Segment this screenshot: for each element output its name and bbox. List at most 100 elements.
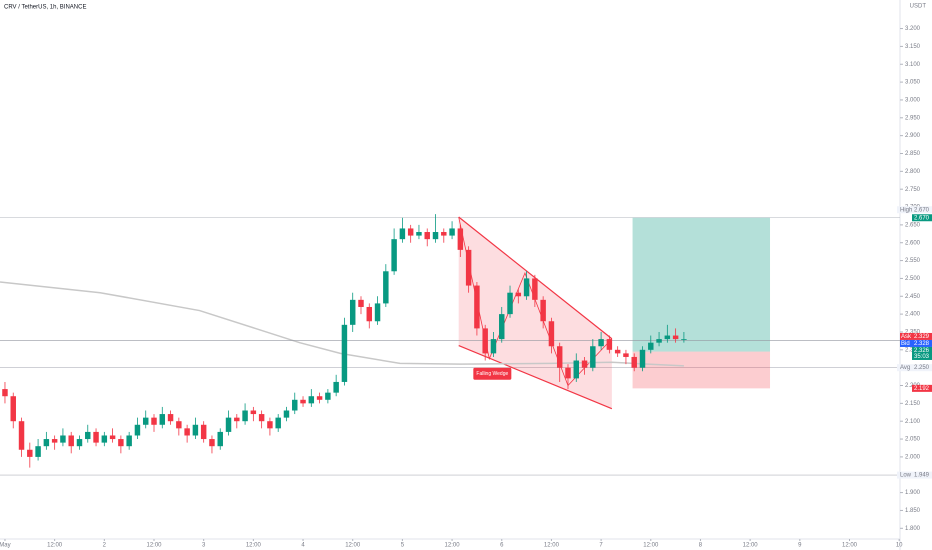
level-tag bbox=[897, 471, 932, 479]
candle-body bbox=[590, 346, 596, 368]
y-tick-label: 2.450 bbox=[905, 294, 921, 300]
quote-name: Bid bbox=[901, 341, 910, 347]
candle-body bbox=[151, 417, 157, 425]
y-tick-label: 2.000 bbox=[905, 454, 921, 460]
candle-body bbox=[424, 232, 430, 240]
x-tick-label: 4 bbox=[301, 543, 305, 549]
y-tick-label: 2.650 bbox=[905, 222, 921, 228]
candle-body bbox=[515, 292, 522, 297]
level-label: 1.949 bbox=[914, 473, 930, 479]
y-tick-label: 2.350 bbox=[905, 330, 921, 336]
x-tick-label: 12:00 bbox=[345, 543, 361, 549]
level-tag bbox=[897, 364, 932, 372]
candle-body bbox=[391, 239, 397, 272]
x-tick-label: 3 bbox=[202, 543, 206, 549]
quote-tag bbox=[900, 332, 932, 340]
x-tick-label: 12:00 bbox=[47, 543, 63, 549]
y-tick-label: 2.850 bbox=[905, 151, 921, 157]
candle-body bbox=[416, 232, 422, 236]
position-tag bbox=[912, 384, 932, 392]
candle-body bbox=[598, 339, 604, 347]
y-tick-label: 2.900 bbox=[905, 133, 921, 139]
candle-body bbox=[85, 431, 91, 440]
candle-body bbox=[101, 435, 108, 443]
candle-body bbox=[134, 424, 141, 436]
y-tick-label: 2.400 bbox=[905, 312, 921, 318]
candle-body bbox=[681, 339, 687, 340]
level-label: 2.670 bbox=[914, 207, 930, 213]
candle-body bbox=[672, 335, 679, 340]
y-tick-label: 2.100 bbox=[905, 419, 921, 425]
x-tick-label: 6 bbox=[500, 543, 504, 549]
candle-body bbox=[242, 410, 248, 422]
y-tick-label: 3.200 bbox=[905, 26, 921, 32]
chart-title: CRV / TetherUS, 1h, BINANCE bbox=[4, 5, 86, 11]
candle-body bbox=[234, 417, 240, 422]
candle-body bbox=[639, 349, 646, 368]
candle-body bbox=[648, 342, 654, 350]
candle-body bbox=[474, 285, 480, 329]
candle-body bbox=[606, 339, 613, 350]
candle-body bbox=[540, 299, 546, 322]
candle-body bbox=[126, 435, 132, 447]
candle-body bbox=[449, 228, 455, 236]
y-tick-label: 2.750 bbox=[905, 187, 921, 193]
y-tick-label: 3.000 bbox=[905, 98, 921, 104]
candle-body bbox=[399, 228, 406, 240]
y-tick-label: 3.150 bbox=[905, 44, 921, 50]
x-tick-label: 12:00 bbox=[842, 543, 858, 549]
candle-body bbox=[614, 349, 621, 354]
level-name: Avg bbox=[900, 365, 910, 371]
y-tick-label: 1.800 bbox=[905, 526, 921, 532]
x-tick-label: May bbox=[0, 543, 11, 549]
y-tick-label: 2.950 bbox=[905, 115, 921, 121]
profit-zone bbox=[632, 217, 771, 352]
candle-body bbox=[358, 299, 364, 307]
candle-body bbox=[250, 410, 257, 415]
quote-label: 2.329 bbox=[914, 334, 930, 340]
candle-body bbox=[507, 292, 513, 315]
countdown: 35:03 bbox=[914, 354, 930, 360]
y-tick-label: 1.900 bbox=[905, 490, 921, 496]
candle-body bbox=[482, 328, 488, 354]
candle-body bbox=[167, 414, 174, 422]
candle-body bbox=[225, 417, 232, 432]
moving-average bbox=[0, 281, 684, 367]
candle-body bbox=[573, 360, 579, 379]
wedge-lower-line bbox=[458, 344, 613, 410]
candle-body bbox=[51, 439, 58, 443]
quote-label: 2.328 bbox=[914, 341, 930, 347]
candle-body bbox=[623, 353, 629, 357]
candle-body bbox=[275, 417, 281, 429]
wedge-upper-line bbox=[458, 216, 613, 340]
position-label: 2.670 bbox=[914, 215, 930, 221]
y-tick-label: 1.850 bbox=[905, 508, 921, 514]
x-tick-label: 12:00 bbox=[643, 543, 659, 549]
candle-body bbox=[656, 339, 662, 343]
candle-body bbox=[60, 435, 66, 443]
pattern-label: Falling Wedge bbox=[476, 371, 508, 377]
x-tick-label: 9 bbox=[798, 543, 802, 549]
candle-body bbox=[308, 396, 315, 404]
y-tick-label: 2.550 bbox=[905, 258, 921, 264]
currency: USDT bbox=[910, 4, 927, 10]
last-price-tag bbox=[912, 346, 932, 360]
y-tick-label: 2.800 bbox=[905, 169, 921, 175]
level-name: High bbox=[900, 207, 912, 213]
candle-body bbox=[465, 249, 472, 286]
candle-body bbox=[142, 417, 149, 425]
position-label: 2.192 bbox=[914, 386, 930, 392]
candle-body bbox=[333, 381, 339, 393]
candle-body bbox=[548, 321, 555, 347]
candle-body bbox=[432, 232, 439, 240]
candle-body bbox=[490, 339, 497, 354]
candle-body bbox=[43, 439, 50, 447]
y-tick-label: 2.500 bbox=[905, 276, 921, 282]
y-tick-label: 2.050 bbox=[905, 437, 921, 443]
quote-tag bbox=[900, 339, 932, 347]
candle-body bbox=[349, 299, 356, 325]
level-name: Low bbox=[900, 473, 912, 479]
candle-body bbox=[18, 421, 25, 450]
candle-body bbox=[118, 439, 124, 447]
